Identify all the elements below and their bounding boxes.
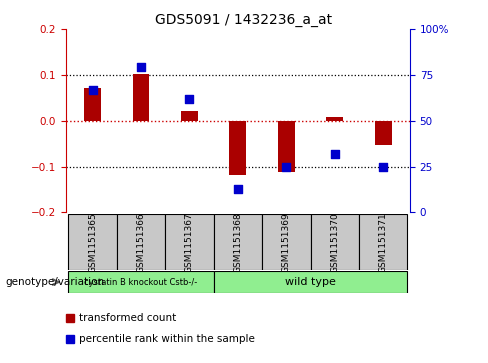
Bar — [165, 214, 214, 270]
Bar — [133, 74, 149, 121]
Text: GSM1151366: GSM1151366 — [137, 212, 145, 273]
Bar — [68, 271, 214, 293]
Point — [185, 96, 193, 102]
Text: percentile rank within the sample: percentile rank within the sample — [79, 334, 254, 344]
Bar — [66, 314, 74, 322]
Text: genotype/variation: genotype/variation — [5, 277, 104, 287]
Bar — [181, 111, 198, 121]
Point — [331, 151, 339, 156]
Bar — [262, 214, 310, 270]
Text: GSM1151369: GSM1151369 — [282, 212, 291, 273]
Bar — [359, 214, 407, 270]
Text: GSM1151368: GSM1151368 — [233, 212, 243, 273]
Text: GSM1151367: GSM1151367 — [185, 212, 194, 273]
Text: GSM1151370: GSM1151370 — [330, 212, 339, 273]
Text: wild type: wild type — [285, 277, 336, 287]
Text: cystatin B knockout Cstb-/-: cystatin B knockout Cstb-/- — [84, 278, 198, 286]
Point — [137, 64, 145, 70]
Point — [89, 87, 97, 93]
Bar — [278, 121, 295, 172]
Bar — [326, 117, 343, 121]
Bar — [66, 335, 74, 343]
Bar — [117, 214, 165, 270]
Point — [234, 185, 242, 191]
Bar — [375, 121, 392, 144]
Bar — [214, 214, 262, 270]
Point — [283, 164, 290, 170]
Bar — [310, 214, 359, 270]
Bar — [84, 88, 101, 121]
Text: GSM1151365: GSM1151365 — [88, 212, 97, 273]
Bar — [214, 271, 407, 293]
Bar — [68, 214, 117, 270]
Text: transformed count: transformed count — [79, 313, 176, 323]
Point — [379, 164, 387, 170]
Bar — [229, 121, 246, 175]
Text: GDS5091 / 1432236_a_at: GDS5091 / 1432236_a_at — [156, 13, 332, 27]
Text: GSM1151371: GSM1151371 — [379, 212, 388, 273]
